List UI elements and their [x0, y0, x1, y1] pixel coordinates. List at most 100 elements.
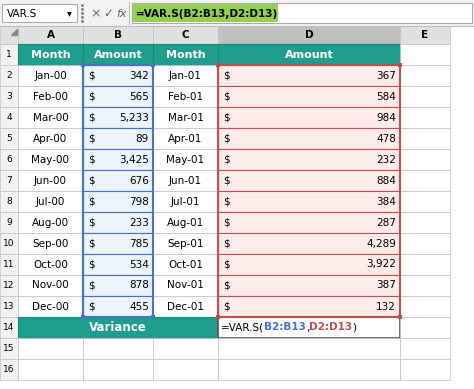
Bar	[0, 128, 18, 149]
Bar	[218, 44, 400, 65]
Text: $: $	[88, 175, 95, 186]
Bar	[400, 233, 450, 254]
Text: ▾: ▾	[67, 9, 72, 19]
Text: 5: 5	[6, 134, 12, 143]
Bar	[132, 3, 472, 23]
Bar	[400, 275, 450, 296]
Text: Dec-01: Dec-01	[167, 301, 204, 312]
Text: D2:D13: D2:D13	[310, 322, 353, 333]
Text: =VAR.S(: =VAR.S(	[221, 322, 264, 333]
Bar	[153, 296, 218, 317]
Bar	[400, 149, 450, 170]
Text: $: $	[88, 91, 95, 102]
Bar	[153, 338, 218, 359]
Bar	[18, 86, 83, 107]
Bar	[153, 212, 218, 233]
Text: Nov-01: Nov-01	[167, 280, 204, 291]
Text: B2:B13: B2:B13	[264, 322, 306, 333]
Text: Feb-01: Feb-01	[168, 91, 203, 102]
Text: Dec-00: Dec-00	[32, 301, 69, 312]
Bar	[18, 44, 83, 65]
Bar	[400, 128, 450, 149]
Text: 367: 367	[376, 70, 396, 81]
Bar	[83, 128, 153, 149]
Bar	[218, 317, 400, 338]
Bar	[400, 44, 450, 65]
Text: Sep-01: Sep-01	[167, 238, 204, 249]
Text: Jun-00: Jun-00	[34, 175, 67, 186]
Bar	[400, 191, 450, 212]
Text: B: B	[114, 30, 122, 40]
Bar	[218, 191, 400, 212]
Bar	[83, 359, 153, 380]
Text: $: $	[88, 154, 95, 165]
Bar	[83, 86, 153, 107]
Text: Oct-01: Oct-01	[168, 259, 203, 270]
Text: ): )	[353, 322, 356, 333]
Text: $: $	[88, 280, 95, 291]
Bar	[0, 149, 18, 170]
Bar	[133, 4, 278, 22]
Bar	[218, 86, 400, 107]
Bar	[83, 149, 153, 170]
Bar	[151, 315, 155, 319]
Text: 676: 676	[129, 175, 149, 186]
Bar	[400, 65, 450, 86]
Bar	[83, 191, 153, 212]
Bar	[400, 254, 450, 275]
Bar	[2, 4, 77, 22]
Bar	[83, 296, 153, 317]
Text: $: $	[88, 259, 95, 270]
Bar	[153, 26, 218, 44]
Text: 132: 132	[376, 301, 396, 312]
Text: 232: 232	[376, 154, 396, 165]
Text: $: $	[223, 196, 229, 207]
Bar	[218, 26, 400, 44]
Polygon shape	[11, 29, 17, 35]
Text: $: $	[88, 70, 95, 81]
Text: $: $	[223, 217, 229, 228]
Bar	[83, 65, 153, 86]
Bar	[400, 26, 450, 44]
Bar	[400, 359, 450, 380]
Text: 2: 2	[6, 71, 12, 80]
Bar	[83, 107, 153, 128]
Text: 3,922: 3,922	[366, 259, 396, 270]
Text: $: $	[223, 112, 229, 123]
Bar	[0, 254, 18, 275]
Bar	[216, 63, 220, 67]
Bar	[0, 296, 18, 317]
Bar	[0, 65, 18, 86]
Bar	[153, 107, 218, 128]
Bar	[0, 107, 18, 128]
Text: May-00: May-00	[31, 154, 70, 165]
Text: Amount: Amount	[94, 49, 142, 60]
Bar	[83, 254, 153, 275]
Text: ,: ,	[306, 322, 310, 333]
Bar	[153, 128, 218, 149]
Text: Jan-00: Jan-00	[34, 70, 67, 81]
Text: Apr-00: Apr-00	[33, 133, 68, 144]
Bar	[83, 170, 153, 191]
Bar	[218, 233, 400, 254]
Text: 287: 287	[376, 217, 396, 228]
Bar	[18, 26, 83, 44]
Text: Aug-01: Aug-01	[167, 217, 204, 228]
Text: 9: 9	[6, 218, 12, 227]
Text: Month: Month	[166, 49, 205, 60]
Text: A: A	[46, 30, 55, 40]
Text: 342: 342	[129, 70, 149, 81]
Bar	[0, 26, 18, 44]
Bar	[216, 315, 220, 319]
Bar	[151, 63, 155, 67]
Text: 5,233: 5,233	[119, 112, 149, 123]
Bar	[153, 233, 218, 254]
Bar	[218, 338, 400, 359]
Bar	[18, 191, 83, 212]
Bar	[153, 254, 218, 275]
Text: 4: 4	[6, 113, 12, 122]
Text: 15: 15	[3, 344, 15, 353]
Text: 6: 6	[6, 155, 12, 164]
Bar	[398, 63, 402, 67]
Bar	[400, 170, 450, 191]
